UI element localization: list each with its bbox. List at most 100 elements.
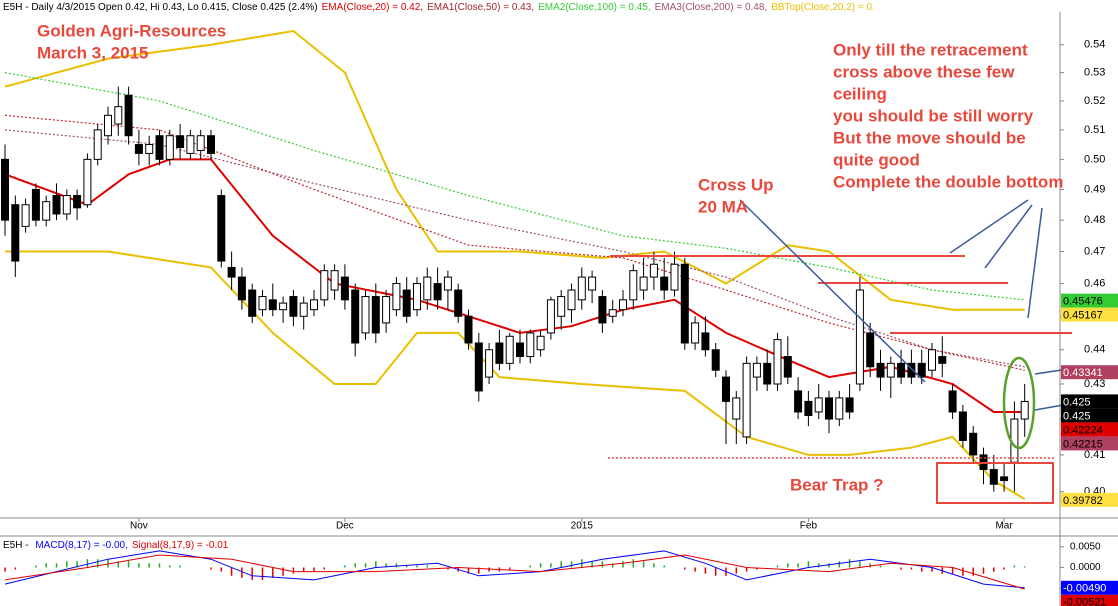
macd-header: E5H - MACD(8,17) = -0.00, Signal(8,17,9) …	[3, 540, 229, 551]
indicator-line	[5, 250, 1026, 501]
annotation: cross above these few	[833, 62, 1015, 81]
candle-body	[382, 296, 391, 324]
arrow	[1027, 207, 1043, 319]
y-tick-label: 0.0050	[1070, 541, 1101, 552]
candle-body	[31, 188, 40, 221]
annotation: March 3, 2015	[37, 43, 149, 62]
y-tick-label: 0.44	[1084, 344, 1105, 356]
y-tick-label: 0.46	[1084, 277, 1105, 289]
candle-body	[845, 397, 854, 413]
candle-body	[691, 322, 700, 344]
candle-body	[495, 342, 504, 364]
candle-body	[413, 283, 421, 311]
macd-line	[4, 550, 1025, 589]
x-tick-label: Nov	[130, 521, 148, 532]
candle-body	[196, 135, 205, 151]
candle-body	[279, 302, 288, 311]
candle-body	[268, 299, 277, 311]
candle-body	[505, 335, 514, 364]
candle-body	[814, 397, 823, 413]
y-tick-label: 0.52	[1084, 95, 1105, 107]
price-tag	[1061, 492, 1118, 507]
price-tag-label: 0.425	[1063, 396, 1091, 408]
header-segment: E5H -	[3, 540, 31, 551]
x-tick-label: Dec	[336, 521, 354, 532]
highlight-ellipse	[1002, 356, 1036, 450]
candle-body	[783, 356, 792, 378]
price-tag-label: 0.42215	[1063, 438, 1103, 450]
header-segment: EMA(Close,20) = 0.42,	[322, 2, 423, 13]
candle-body	[567, 289, 576, 311]
candle-body	[217, 195, 226, 262]
price-tag-label: 0.39782	[1063, 495, 1103, 507]
candle-body	[145, 144, 154, 154]
candle-body	[546, 299, 555, 334]
candle-body	[886, 362, 895, 378]
candle-body	[536, 335, 545, 351]
arrow	[949, 199, 1029, 254]
candle-body	[62, 195, 71, 215]
candle-body	[649, 263, 658, 278]
x-tick-label: Mar	[995, 521, 1013, 532]
bear-trap-box	[936, 462, 1054, 504]
candle-body	[340, 276, 349, 301]
candle-body	[165, 135, 174, 160]
candle-body	[804, 400, 813, 416]
candle-body	[351, 289, 360, 344]
candle-body	[237, 276, 246, 301]
candle-body	[392, 283, 401, 311]
x-tick-label: 2015	[571, 521, 594, 532]
candle-body	[1000, 476, 1009, 482]
candle-body	[1020, 400, 1029, 420]
annotation: ceiling	[833, 84, 887, 103]
candle-body	[876, 362, 885, 378]
y-tick-label: 0.48	[1084, 214, 1105, 226]
candle-body	[21, 204, 30, 227]
annotation: Golden Agri-Resources	[37, 21, 226, 40]
candle-body	[752, 362, 761, 378]
candle-body	[52, 195, 61, 215]
candle-body	[93, 129, 102, 160]
candle-body	[402, 289, 411, 317]
candle-body	[310, 299, 318, 311]
y-tick-label: 0.47	[1084, 245, 1105, 257]
candle-body	[114, 106, 123, 125]
candle-body	[557, 296, 566, 317]
y-tick-label: 0.41	[1084, 449, 1105, 461]
header-segment: EMA3(Close,200) = 0.48,	[655, 2, 768, 13]
candle-body	[42, 201, 51, 221]
candle-body	[485, 349, 494, 378]
candle-body	[835, 397, 844, 420]
annotation: 20 MA	[698, 197, 748, 216]
candle-body	[176, 135, 185, 148]
indicator-line	[4, 114, 1025, 371]
annotations: Golden Agri-Resources March 3, 2015 Only…	[37, 21, 1089, 504]
candle-body	[433, 283, 442, 301]
price-tag	[1061, 365, 1118, 380]
candle-body	[289, 296, 298, 317]
annotation: But the move should be	[833, 128, 1026, 147]
candle-body	[155, 135, 164, 160]
price-tag	[1061, 422, 1118, 437]
candle-body	[855, 289, 864, 385]
candle-body	[907, 362, 916, 378]
candle-body	[186, 135, 195, 154]
candle-body	[680, 263, 689, 344]
price-tag	[1061, 580, 1118, 595]
price-tag	[1061, 307, 1118, 322]
candle-body	[701, 332, 710, 351]
candle-body	[577, 276, 586, 301]
candle-body	[608, 309, 617, 317]
candle-body	[104, 114, 112, 137]
candle-body	[330, 270, 339, 291]
header-segment: EMA2(Close,100) = 0.45,	[538, 2, 651, 13]
candle-body	[773, 339, 782, 385]
candle-body	[763, 362, 772, 385]
annotation: quite good	[833, 150, 920, 169]
price-tag-label: -0.00521	[1063, 597, 1106, 606]
candle-body	[526, 332, 535, 358]
candle-body	[371, 296, 380, 334]
arrow	[739, 199, 926, 383]
candle-body	[423, 276, 432, 301]
